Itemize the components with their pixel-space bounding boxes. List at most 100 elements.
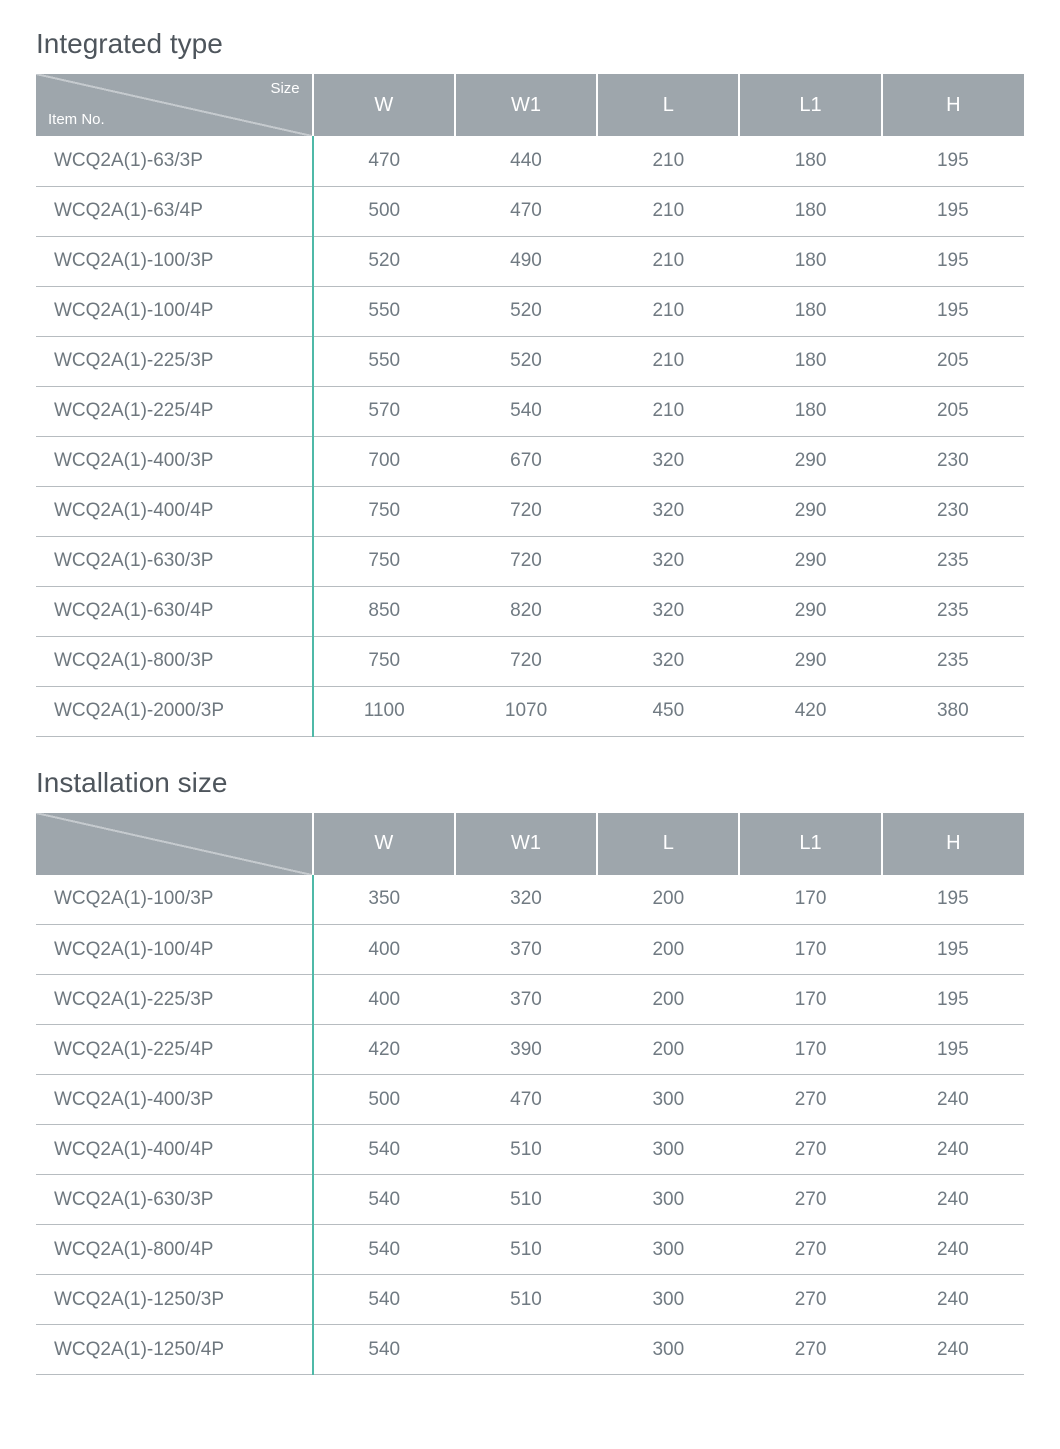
item-cell: WCQ2A(1)-630/3P: [36, 1175, 313, 1225]
value-cell: 270: [739, 1325, 881, 1375]
item-cell: WCQ2A(1)-2000/3P: [36, 686, 313, 736]
corner-bottom-label: Item No.: [48, 111, 105, 128]
section-title: Integrated type: [36, 28, 1024, 60]
value-cell: 510: [455, 1275, 597, 1325]
value-cell: 440: [455, 136, 597, 186]
value-cell: 400: [313, 925, 455, 975]
value-cell: 195: [882, 975, 1024, 1025]
value-cell: 300: [597, 1175, 739, 1225]
value-cell: 195: [882, 186, 1024, 236]
value-cell: 195: [882, 286, 1024, 336]
value-cell: 180: [739, 286, 881, 336]
value-cell: 180: [739, 336, 881, 386]
table-row: WCQ2A(1)-1250/3P540510300270240: [36, 1275, 1024, 1325]
value-cell: 750: [313, 636, 455, 686]
table-row: WCQ2A(1)-800/3P750720320290235: [36, 636, 1024, 686]
value-cell: 420: [313, 1025, 455, 1075]
item-cell: WCQ2A(1)-1250/4P: [36, 1325, 313, 1375]
corner-header: Size Item No.: [36, 74, 313, 136]
value-cell: 850: [313, 586, 455, 636]
value-cell: 320: [597, 436, 739, 486]
value-cell: 230: [882, 436, 1024, 486]
item-cell: WCQ2A(1)-800/4P: [36, 1225, 313, 1275]
value-cell: 380: [882, 686, 1024, 736]
value-cell: 170: [739, 975, 881, 1025]
item-cell: WCQ2A(1)-100/3P: [36, 236, 313, 286]
table-row: WCQ2A(1)-100/3P350320200170195: [36, 875, 1024, 925]
table-row: WCQ2A(1)-400/3P500470300270240: [36, 1075, 1024, 1125]
value-cell: 180: [739, 236, 881, 286]
value-cell: 820: [455, 586, 597, 636]
item-cell: WCQ2A(1)-225/3P: [36, 975, 313, 1025]
value-cell: 180: [739, 136, 881, 186]
value-cell: 205: [882, 336, 1024, 386]
table-row: WCQ2A(1)-630/4P850820320290235: [36, 586, 1024, 636]
column-header: H: [882, 74, 1024, 136]
table-row: WCQ2A(1)-225/3P550520210180205: [36, 336, 1024, 386]
table-row: WCQ2A(1)-630/3P540510300270240: [36, 1175, 1024, 1225]
table-row: WCQ2A(1)-400/4P540510300270240: [36, 1125, 1024, 1175]
table-row: WCQ2A(1)-225/3P400370200170195: [36, 975, 1024, 1025]
value-cell: 180: [739, 186, 881, 236]
corner-top-label: Size: [270, 80, 299, 97]
item-cell: WCQ2A(1)-1250/3P: [36, 1275, 313, 1325]
table-row: WCQ2A(1)-225/4P570540210180205: [36, 386, 1024, 436]
value-cell: 270: [739, 1075, 881, 1125]
table-row: WCQ2A(1)-800/4P540510300270240: [36, 1225, 1024, 1275]
table-row: WCQ2A(1)-225/4P420390200170195: [36, 1025, 1024, 1075]
value-cell: 240: [882, 1325, 1024, 1375]
value-cell: 300: [597, 1275, 739, 1325]
table-row: WCQ2A(1)-630/3P750720320290235: [36, 536, 1024, 586]
column-header: L1: [739, 74, 881, 136]
table-row: WCQ2A(1)-63/3P470440210180195: [36, 136, 1024, 186]
value-cell: 290: [739, 586, 881, 636]
value-cell: 240: [882, 1275, 1024, 1325]
value-cell: 210: [597, 186, 739, 236]
spec-table: SizeItem No.WW1LL1HWCQ2A(1)-63/3P4704402…: [36, 74, 1024, 737]
table-row: WCQ2A(1)-400/4P750720320290230: [36, 486, 1024, 536]
value-cell: 300: [597, 1325, 739, 1375]
table-row: WCQ2A(1)-100/4P550520210180195: [36, 286, 1024, 336]
column-header: W1: [455, 74, 597, 136]
value-cell: 195: [882, 1025, 1024, 1075]
value-cell: 400: [313, 975, 455, 1025]
value-cell: 195: [882, 875, 1024, 925]
value-cell: 540: [313, 1125, 455, 1175]
value-cell: 700: [313, 436, 455, 486]
item-cell: WCQ2A(1)-63/3P: [36, 136, 313, 186]
value-cell: 450: [597, 686, 739, 736]
value-cell: 750: [313, 486, 455, 536]
value-cell: 200: [597, 975, 739, 1025]
value-cell: 550: [313, 336, 455, 386]
section-title: Installation size: [36, 767, 1024, 799]
column-header: W: [313, 74, 455, 136]
value-cell: 670: [455, 436, 597, 486]
value-cell: 510: [455, 1225, 597, 1275]
value-cell: 720: [455, 636, 597, 686]
value-cell: 350: [313, 875, 455, 925]
value-cell: 200: [597, 875, 739, 925]
value-cell: 200: [597, 925, 739, 975]
value-cell: 210: [597, 336, 739, 386]
table-row: WCQ2A(1)-2000/3P11001070450420380: [36, 686, 1024, 736]
value-cell: 290: [739, 436, 881, 486]
table-row: WCQ2A(1)-100/4P400370200170195: [36, 925, 1024, 975]
table-row: WCQ2A(1)-63/4P500470210180195: [36, 186, 1024, 236]
item-cell: WCQ2A(1)-225/4P: [36, 1025, 313, 1075]
value-cell: 290: [739, 636, 881, 686]
item-cell: WCQ2A(1)-800/3P: [36, 636, 313, 686]
corner-header: [36, 813, 313, 875]
value-cell: 510: [455, 1125, 597, 1175]
value-cell: 240: [882, 1175, 1024, 1225]
value-cell: 205: [882, 386, 1024, 436]
value-cell: 300: [597, 1075, 739, 1125]
value-cell: 235: [882, 536, 1024, 586]
value-cell: 235: [882, 586, 1024, 636]
value-cell: 270: [739, 1125, 881, 1175]
table-row: WCQ2A(1)-400/3P700670320290230: [36, 436, 1024, 486]
value-cell: 300: [597, 1225, 739, 1275]
value-cell: 420: [739, 686, 881, 736]
value-cell: 320: [597, 586, 739, 636]
value-cell: 270: [739, 1275, 881, 1325]
column-header: W: [313, 813, 455, 875]
